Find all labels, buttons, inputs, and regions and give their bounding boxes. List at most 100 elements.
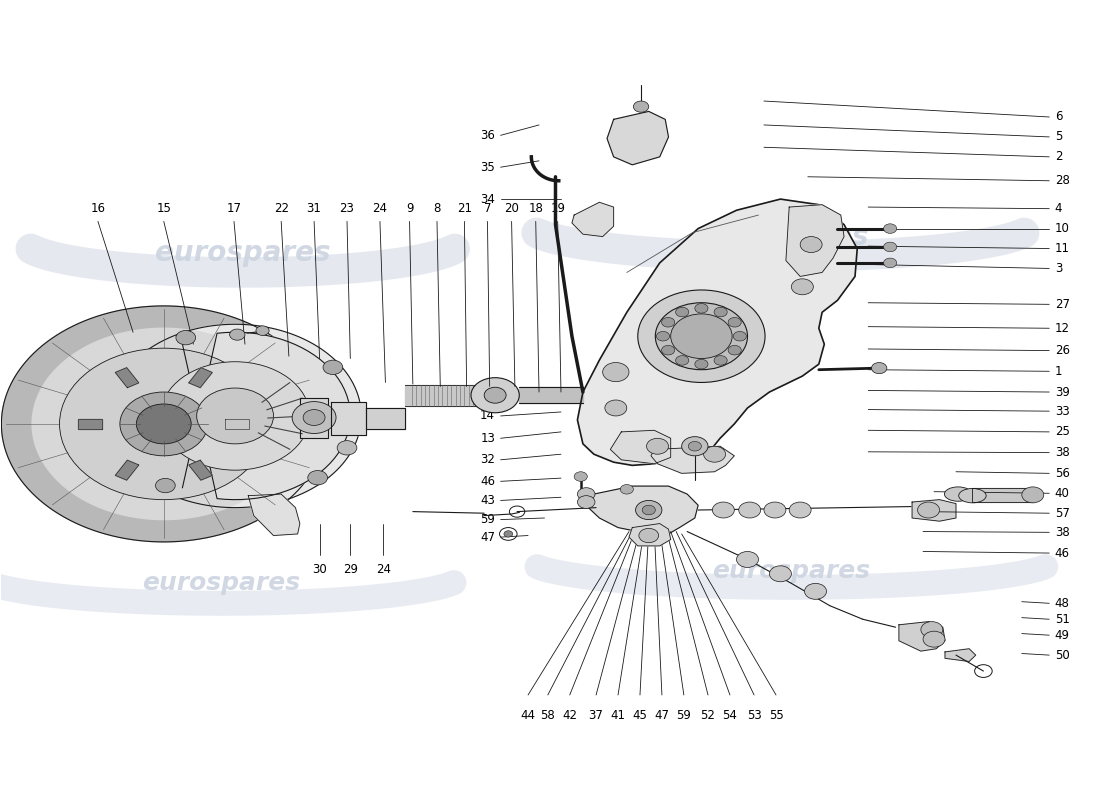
Circle shape <box>714 356 727 365</box>
Text: 41: 41 <box>610 710 626 722</box>
Polygon shape <box>899 622 945 651</box>
Circle shape <box>293 402 336 434</box>
Text: 45: 45 <box>632 710 648 722</box>
Text: 15: 15 <box>156 202 172 215</box>
Text: eurospares: eurospares <box>155 238 330 266</box>
Text: eurospares: eurospares <box>142 571 300 595</box>
Text: 33: 33 <box>1055 405 1069 418</box>
Text: 14: 14 <box>480 410 495 422</box>
Polygon shape <box>785 205 844 277</box>
Text: 42: 42 <box>562 710 578 722</box>
Circle shape <box>155 478 175 493</box>
Text: 10: 10 <box>1055 222 1069 235</box>
Circle shape <box>471 378 519 413</box>
Polygon shape <box>945 649 976 662</box>
Circle shape <box>161 362 310 470</box>
Circle shape <box>917 502 939 518</box>
Circle shape <box>737 551 759 567</box>
Polygon shape <box>972 488 1033 502</box>
Circle shape <box>675 356 689 365</box>
Text: 47: 47 <box>480 530 495 544</box>
Circle shape <box>620 485 634 494</box>
Text: 59: 59 <box>676 710 691 722</box>
Circle shape <box>675 307 689 317</box>
Text: 7: 7 <box>484 202 492 215</box>
Text: 32: 32 <box>481 454 495 466</box>
Text: 43: 43 <box>481 494 495 507</box>
Circle shape <box>883 242 896 252</box>
Text: 8: 8 <box>433 202 441 215</box>
Circle shape <box>883 224 896 234</box>
Circle shape <box>504 530 513 537</box>
Text: 28: 28 <box>1055 174 1069 187</box>
Polygon shape <box>59 348 268 500</box>
Text: 31: 31 <box>307 202 321 215</box>
Polygon shape <box>588 486 698 535</box>
Polygon shape <box>607 111 669 165</box>
Text: 57: 57 <box>1055 506 1069 520</box>
Circle shape <box>256 326 270 335</box>
Circle shape <box>704 446 726 462</box>
Text: 51: 51 <box>1055 613 1069 626</box>
Circle shape <box>230 329 245 340</box>
Text: 22: 22 <box>274 202 288 215</box>
Circle shape <box>578 488 595 501</box>
Circle shape <box>728 346 741 355</box>
Text: 35: 35 <box>481 161 495 174</box>
Text: 49: 49 <box>1055 629 1069 642</box>
Text: 17: 17 <box>227 202 242 215</box>
Polygon shape <box>912 500 956 521</box>
Circle shape <box>308 470 328 485</box>
Circle shape <box>682 437 708 456</box>
Polygon shape <box>629 523 671 546</box>
Circle shape <box>923 631 945 647</box>
Text: 24: 24 <box>373 202 387 215</box>
Text: 27: 27 <box>1055 298 1069 311</box>
Text: 5: 5 <box>1055 130 1063 143</box>
Polygon shape <box>572 202 614 237</box>
Text: 1: 1 <box>1055 365 1063 378</box>
Text: eurospares: eurospares <box>693 222 868 250</box>
Polygon shape <box>578 199 857 466</box>
Text: 18: 18 <box>528 202 543 215</box>
Text: 58: 58 <box>540 710 556 722</box>
Text: 50: 50 <box>1055 649 1069 662</box>
Circle shape <box>656 302 748 370</box>
Circle shape <box>304 410 326 426</box>
Text: eurospares: eurospares <box>713 559 870 583</box>
Text: 46: 46 <box>1055 546 1069 559</box>
Circle shape <box>176 330 196 345</box>
Text: 59: 59 <box>481 513 495 526</box>
Circle shape <box>603 362 629 382</box>
Circle shape <box>713 502 735 518</box>
Text: 39: 39 <box>1055 386 1069 398</box>
Circle shape <box>921 622 943 638</box>
Circle shape <box>671 314 733 358</box>
Polygon shape <box>331 402 365 435</box>
Circle shape <box>883 258 896 268</box>
Polygon shape <box>116 368 139 388</box>
Text: 26: 26 <box>1055 344 1069 357</box>
Circle shape <box>661 318 674 327</box>
Text: 34: 34 <box>481 193 495 206</box>
Circle shape <box>695 359 708 369</box>
Polygon shape <box>189 368 212 388</box>
Circle shape <box>578 496 595 509</box>
Circle shape <box>59 348 268 500</box>
Polygon shape <box>300 398 329 438</box>
Circle shape <box>337 441 356 455</box>
Text: 24: 24 <box>376 563 390 577</box>
Circle shape <box>714 307 727 317</box>
Text: 44: 44 <box>520 710 536 722</box>
Circle shape <box>605 400 627 416</box>
Polygon shape <box>189 460 212 480</box>
Polygon shape <box>183 332 350 500</box>
Text: 47: 47 <box>654 710 670 722</box>
Circle shape <box>484 387 506 403</box>
Polygon shape <box>365 408 405 429</box>
Circle shape <box>764 502 785 518</box>
Text: 11: 11 <box>1055 242 1069 255</box>
Text: 54: 54 <box>723 710 737 722</box>
Circle shape <box>638 290 766 382</box>
Text: 30: 30 <box>312 563 327 577</box>
